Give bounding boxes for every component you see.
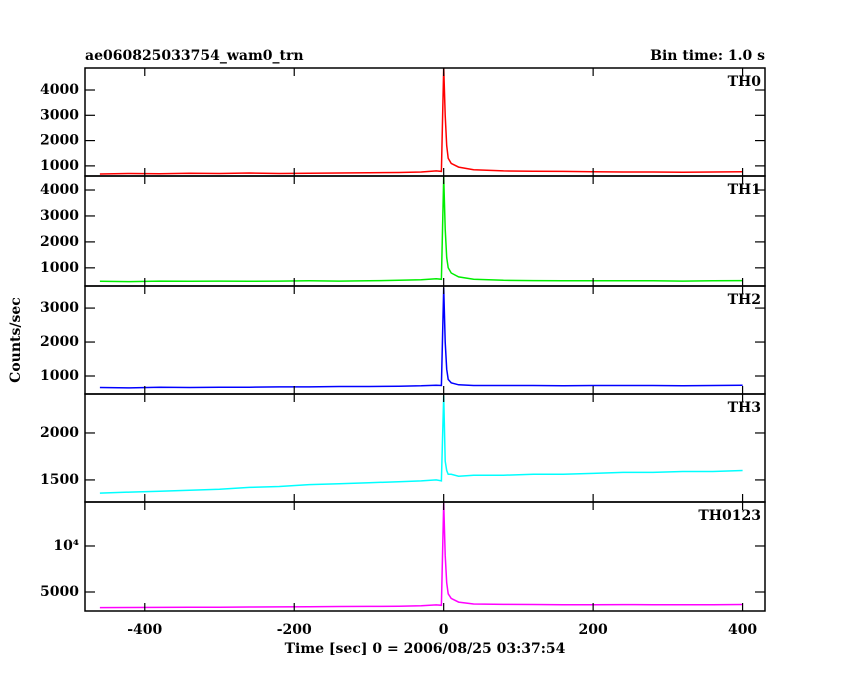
panel-frame <box>84 285 766 395</box>
panel-frame <box>84 175 766 287</box>
y-tick-label: 2000 <box>40 234 79 250</box>
panel-label: TH0123 <box>698 508 761 524</box>
panel-label: TH3 <box>728 400 761 416</box>
y-tick-label: 4000 <box>40 182 79 198</box>
y-tick-label: 3000 <box>40 208 79 224</box>
y-tick-label: 3000 <box>40 107 79 123</box>
chart-subtitle: Bin time: 1.0 s <box>650 48 765 64</box>
y-tick-label: 10⁴ <box>53 538 79 554</box>
data-line <box>99 502 743 609</box>
y-tick-label: 1000 <box>40 260 79 276</box>
y-tick-label: 1000 <box>40 368 79 384</box>
x-tick-label: 200 <box>579 622 608 638</box>
x-axis-label: Time [sec] 0 = 2006/08/25 03:37:54 <box>285 641 566 657</box>
data-line <box>99 176 743 283</box>
panel-frame <box>84 67 766 177</box>
y-axis-label: Counts/sec <box>8 297 24 383</box>
chart-title: ae060825033754_wam0_trn <box>85 48 304 64</box>
y-tick-label: 1000 <box>40 158 79 174</box>
x-tick-label: -200 <box>277 622 312 638</box>
panel-label: TH2 <box>728 292 761 308</box>
x-tick-label: 400 <box>728 622 757 638</box>
panel-frame <box>84 393 766 503</box>
data-line <box>99 287 743 389</box>
y-tick-label: 2000 <box>40 133 79 149</box>
panel-frame <box>84 501 766 612</box>
y-tick-label: 2000 <box>40 425 79 441</box>
y-tick-label: 5000 <box>40 584 79 600</box>
y-tick-label: 2000 <box>40 334 79 350</box>
x-tick-label: 0 <box>439 622 449 638</box>
y-tick-label: 4000 <box>40 82 79 98</box>
y-tick-label: 1500 <box>40 472 79 488</box>
data-line <box>99 395 743 494</box>
data-line <box>99 68 743 175</box>
panel-label: TH0 <box>728 74 762 90</box>
y-tick-label: 3000 <box>40 300 79 316</box>
panel-label: TH1 <box>728 182 761 198</box>
x-tick-label: -400 <box>127 622 162 638</box>
